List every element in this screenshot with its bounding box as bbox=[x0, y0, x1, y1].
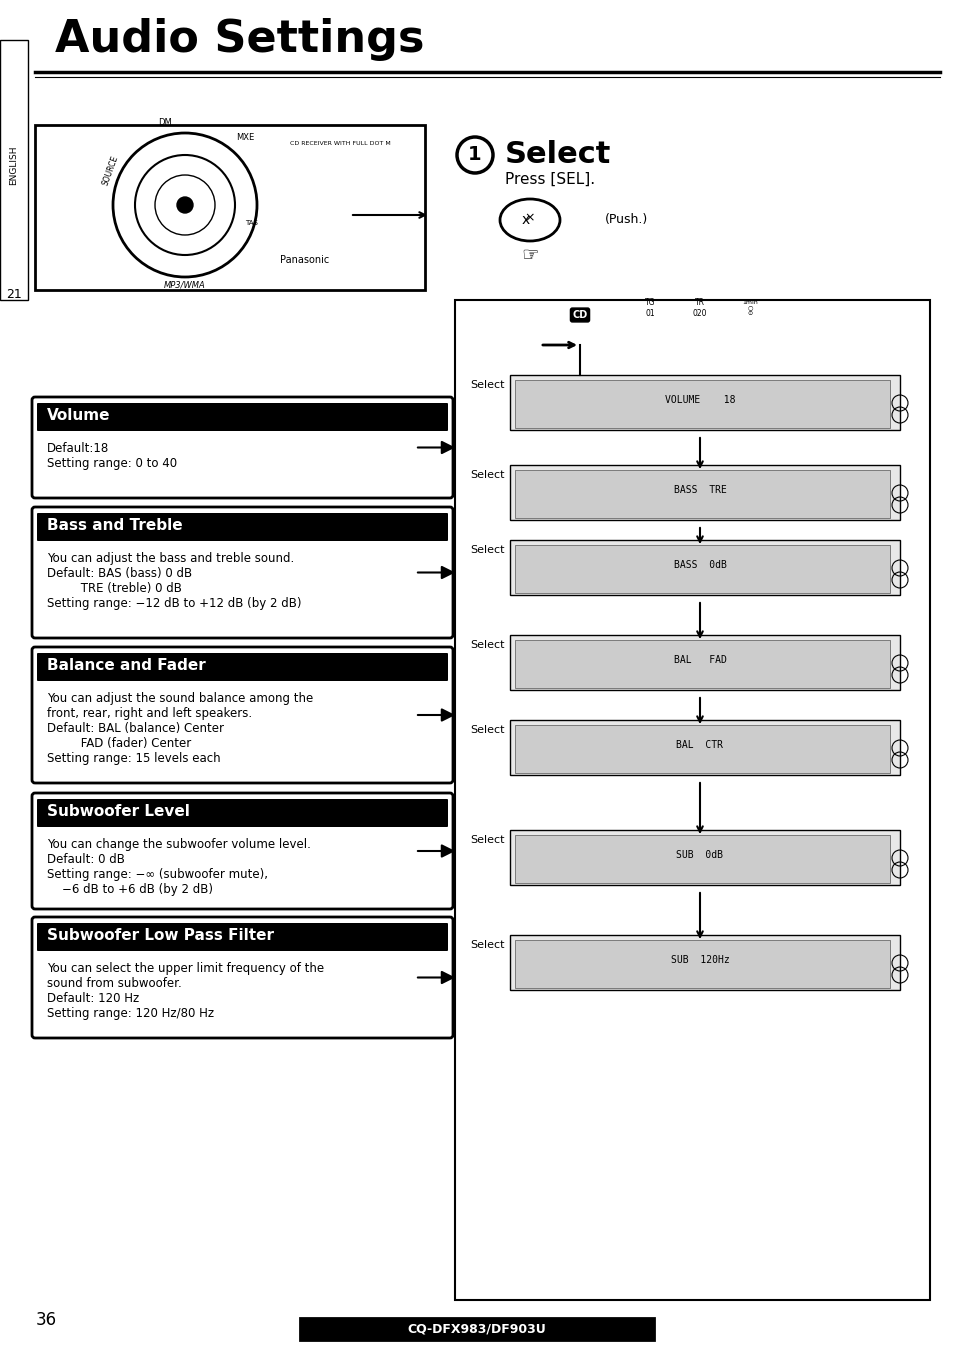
Text: sound from subwoofer.: sound from subwoofer. bbox=[47, 977, 182, 991]
Text: MP3/WMA: MP3/WMA bbox=[164, 280, 206, 289]
Text: x: x bbox=[521, 213, 530, 227]
Text: MXE: MXE bbox=[235, 133, 253, 141]
Text: Select: Select bbox=[470, 545, 504, 555]
Text: (Push.): (Push.) bbox=[604, 214, 648, 226]
Text: TR
020: TR 020 bbox=[692, 299, 706, 318]
Text: SUB  0dB: SUB 0dB bbox=[676, 851, 722, 860]
Text: −6 dB to +6 dB (by 2 dB): −6 dB to +6 dB (by 2 dB) bbox=[47, 883, 213, 896]
Text: ENGLISH: ENGLISH bbox=[10, 145, 18, 184]
Text: Select: Select bbox=[470, 725, 504, 735]
Text: You can adjust the sound balance among the: You can adjust the sound balance among t… bbox=[47, 692, 313, 705]
Text: VOLUME    18: VOLUME 18 bbox=[664, 394, 735, 405]
Text: CQ-DFX983/DF903U: CQ-DFX983/DF903U bbox=[407, 1323, 546, 1335]
Text: You can change the subwoofer volume level.: You can change the subwoofer volume leve… bbox=[47, 839, 311, 851]
Text: SOURCE: SOURCE bbox=[100, 155, 119, 187]
Text: 21: 21 bbox=[6, 288, 22, 302]
FancyBboxPatch shape bbox=[515, 545, 889, 594]
FancyBboxPatch shape bbox=[32, 793, 453, 909]
FancyBboxPatch shape bbox=[510, 935, 899, 991]
FancyBboxPatch shape bbox=[515, 380, 889, 428]
Text: Setting range: 120 Hz/80 Hz: Setting range: 120 Hz/80 Hz bbox=[47, 1007, 213, 1020]
Text: Setting range: −12 dB to +12 dB (by 2 dB): Setting range: −12 dB to +12 dB (by 2 dB… bbox=[47, 598, 301, 610]
Text: 36: 36 bbox=[36, 1311, 57, 1329]
Text: You can select the upper limit frequency of the: You can select the upper limit frequency… bbox=[47, 962, 324, 975]
FancyBboxPatch shape bbox=[510, 540, 899, 595]
Text: ×: × bbox=[524, 211, 535, 225]
FancyBboxPatch shape bbox=[32, 397, 453, 498]
Text: BASS  TRE: BASS TRE bbox=[673, 485, 725, 495]
FancyBboxPatch shape bbox=[510, 464, 899, 520]
Text: Default:18: Default:18 bbox=[47, 441, 110, 455]
Text: CD: CD bbox=[572, 310, 587, 320]
FancyBboxPatch shape bbox=[32, 917, 453, 1038]
FancyBboxPatch shape bbox=[37, 513, 448, 541]
FancyBboxPatch shape bbox=[32, 507, 453, 638]
FancyBboxPatch shape bbox=[299, 1318, 654, 1341]
Text: TAS: TAS bbox=[245, 219, 257, 226]
Text: Setting range: 15 levels each: Setting range: 15 levels each bbox=[47, 752, 220, 765]
Text: Select: Select bbox=[470, 639, 504, 650]
Text: FAD (fader) Center: FAD (fader) Center bbox=[47, 738, 191, 750]
Circle shape bbox=[177, 197, 193, 213]
Text: Setting range: 0 to 40: Setting range: 0 to 40 bbox=[47, 458, 177, 470]
Text: TRE (treble) 0 dB: TRE (treble) 0 dB bbox=[47, 581, 182, 595]
Text: Balance and Fader: Balance and Fader bbox=[47, 658, 206, 673]
Text: Setting range: −∞ (subwoofer mute),: Setting range: −∞ (subwoofer mute), bbox=[47, 868, 268, 882]
FancyBboxPatch shape bbox=[510, 720, 899, 775]
Text: Panasonic: Panasonic bbox=[280, 254, 330, 265]
Text: Default: 120 Hz: Default: 120 Hz bbox=[47, 992, 139, 1005]
Text: Press [SEL].: Press [SEL]. bbox=[504, 172, 595, 187]
Text: Select: Select bbox=[470, 380, 504, 390]
Text: ☞: ☞ bbox=[520, 246, 538, 265]
FancyBboxPatch shape bbox=[37, 402, 448, 431]
Text: Subwoofer Level: Subwoofer Level bbox=[47, 805, 190, 820]
FancyBboxPatch shape bbox=[510, 830, 899, 886]
FancyBboxPatch shape bbox=[510, 376, 899, 429]
FancyBboxPatch shape bbox=[510, 635, 899, 690]
Text: BAL   FAD: BAL FAD bbox=[673, 656, 725, 665]
Text: Audio Settings: Audio Settings bbox=[55, 17, 424, 61]
Text: Default: BAS (bass) 0 dB: Default: BAS (bass) 0 dB bbox=[47, 567, 192, 580]
Text: BAL  CTR: BAL CTR bbox=[676, 740, 722, 750]
Text: Select: Select bbox=[470, 835, 504, 845]
Text: Select: Select bbox=[504, 140, 611, 170]
FancyBboxPatch shape bbox=[37, 800, 448, 826]
Text: Subwoofer Low Pass Filter: Subwoofer Low Pass Filter bbox=[47, 929, 274, 944]
Text: Select: Select bbox=[470, 470, 504, 481]
FancyBboxPatch shape bbox=[455, 300, 929, 1300]
FancyBboxPatch shape bbox=[515, 835, 889, 883]
Text: Select: Select bbox=[470, 940, 504, 950]
FancyBboxPatch shape bbox=[37, 923, 448, 952]
FancyBboxPatch shape bbox=[515, 725, 889, 773]
Text: 1min
○
⊙: 1min ○ ⊙ bbox=[741, 300, 757, 316]
FancyBboxPatch shape bbox=[35, 125, 424, 289]
Text: Bass and Treble: Bass and Treble bbox=[47, 518, 182, 533]
Text: DM: DM bbox=[158, 118, 172, 127]
Text: SUB  120Hz: SUB 120Hz bbox=[670, 956, 729, 965]
Text: CD RECEIVER WITH FULL DOT M: CD RECEIVER WITH FULL DOT M bbox=[290, 141, 390, 145]
FancyBboxPatch shape bbox=[32, 647, 453, 783]
Text: You can adjust the bass and treble sound.: You can adjust the bass and treble sound… bbox=[47, 552, 294, 565]
Text: Default: 0 dB: Default: 0 dB bbox=[47, 853, 125, 865]
FancyBboxPatch shape bbox=[0, 40, 28, 300]
FancyBboxPatch shape bbox=[515, 470, 889, 518]
FancyBboxPatch shape bbox=[515, 639, 889, 688]
Text: TG
01: TG 01 bbox=[644, 299, 655, 318]
Text: front, rear, right and left speakers.: front, rear, right and left speakers. bbox=[47, 707, 252, 720]
FancyBboxPatch shape bbox=[37, 653, 448, 681]
Text: BASS  0dB: BASS 0dB bbox=[673, 560, 725, 569]
FancyBboxPatch shape bbox=[515, 940, 889, 988]
Text: Default: BAL (balance) Center: Default: BAL (balance) Center bbox=[47, 721, 224, 735]
Text: 1: 1 bbox=[468, 145, 481, 164]
Text: Volume: Volume bbox=[47, 408, 111, 424]
